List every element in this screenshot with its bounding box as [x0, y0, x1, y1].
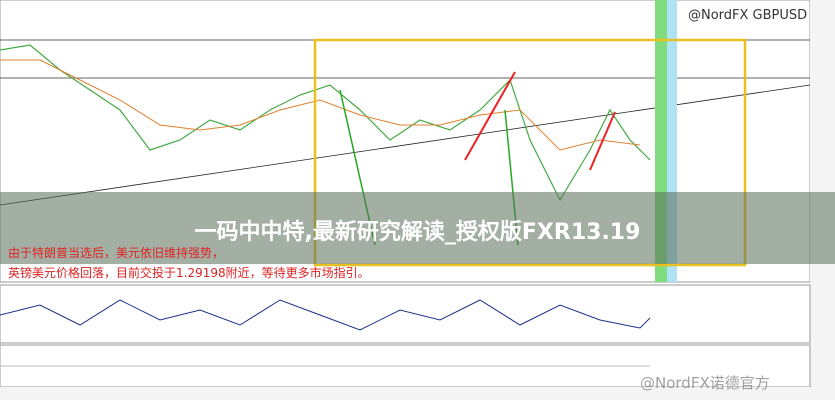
rsi-panel	[0, 284, 811, 344]
rsi-line	[0, 299, 651, 331]
banner-title: 一码中中特,最新研究解读_授权版FXR13.19	[194, 220, 641, 245]
arrow	[589, 111, 616, 171]
average-line	[0, 59, 641, 151]
highlight-bar	[667, 0, 677, 282]
date-axis	[0, 387, 810, 400]
watermark-top: @NordFX GBPUSD	[688, 8, 808, 23]
annotation-line: 由于特朗普当选后，美元依旧维持强势，	[8, 246, 225, 260]
focus-box	[313, 38, 747, 267]
price-line	[0, 44, 651, 202]
arrow	[464, 71, 516, 161]
annotation-line: 英镑美元价格回落，目前交投于1.29198附近，等待更多市场指引。	[8, 266, 370, 280]
banner-band	[0, 192, 835, 264]
watermark-bottom: @NordFX诺德官方	[640, 374, 770, 392]
